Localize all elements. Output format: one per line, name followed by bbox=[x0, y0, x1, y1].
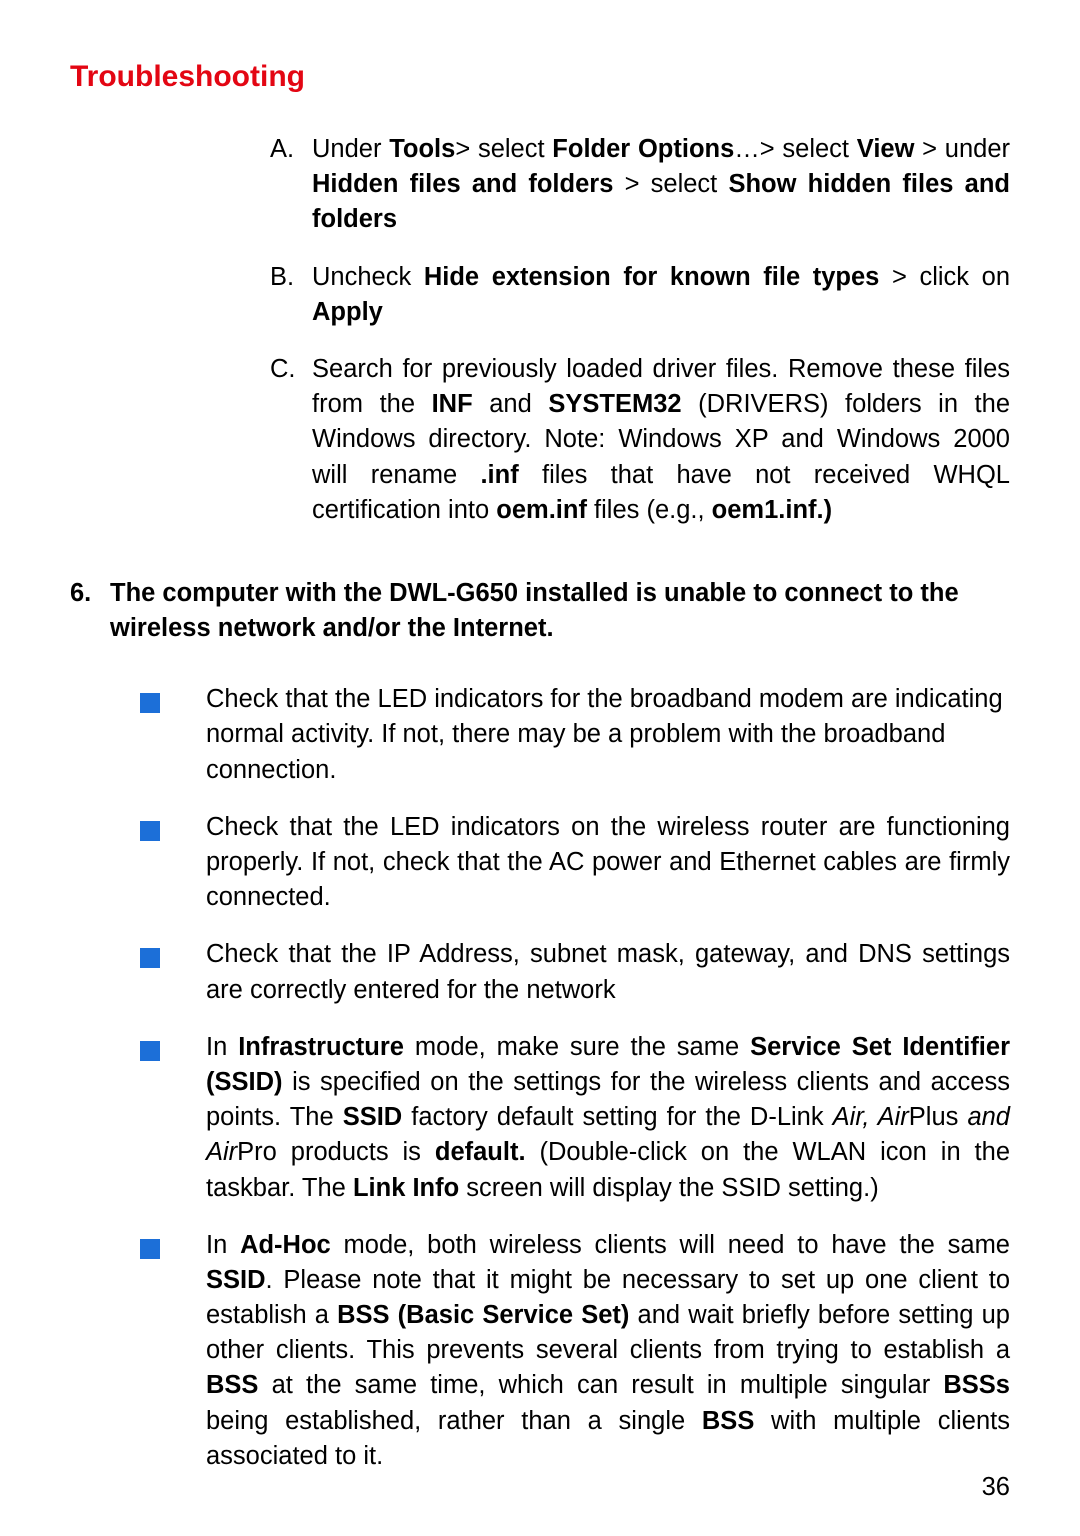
bullet-body: Check that the IP Address, subnet mask, … bbox=[206, 937, 1010, 1007]
bullet-square-icon bbox=[140, 1228, 206, 1474]
alpha-marker: B. bbox=[270, 260, 312, 330]
bullet-item: Check that the LED indicators for the br… bbox=[140, 682, 1010, 788]
bullet-item: In Infrastructure mode, make sure the sa… bbox=[140, 1030, 1010, 1206]
alpha-body: Search for previously loaded driver file… bbox=[312, 352, 1010, 528]
bullet-list: Check that the LED indicators for the br… bbox=[140, 682, 1010, 1474]
bullet-body: Check that the LED indicators for the br… bbox=[206, 682, 1010, 788]
bullet-body: In Infrastructure mode, make sure the sa… bbox=[206, 1030, 1010, 1206]
numbered-item-6: 6. The computer with the DWL-G650 instal… bbox=[70, 576, 1010, 646]
alpha-item-c: C. Search for previously loaded driver f… bbox=[270, 352, 1010, 528]
bullet-square-icon bbox=[140, 937, 206, 1007]
numbered-marker: 6. bbox=[70, 576, 110, 646]
section-title: Troubleshooting bbox=[70, 60, 1010, 94]
page-number: 36 bbox=[982, 1473, 1010, 1502]
bullet-item: In Ad-Hoc mode, both wireless clients wi… bbox=[140, 1228, 1010, 1474]
bullet-square-icon bbox=[140, 1030, 206, 1206]
bullet-square-icon bbox=[140, 682, 206, 788]
alpha-body: Uncheck Hide extension for known file ty… bbox=[312, 260, 1010, 330]
bullet-item: Check that the IP Address, subnet mask, … bbox=[140, 937, 1010, 1007]
alpha-marker: A. bbox=[270, 132, 312, 238]
alpha-body: Under Tools> select Folder Options…> sel… bbox=[312, 132, 1010, 238]
alpha-list: A. Under Tools> select Folder Options…> … bbox=[270, 132, 1010, 528]
document-page: Troubleshooting A. Under Tools> select F… bbox=[0, 0, 1080, 1536]
bullet-body: Check that the LED indicators on the wir… bbox=[206, 810, 1010, 916]
alpha-item-b: B. Uncheck Hide extension for known file… bbox=[270, 260, 1010, 330]
alpha-marker: C. bbox=[270, 352, 312, 528]
bullet-body: In Ad-Hoc mode, both wireless clients wi… bbox=[206, 1228, 1010, 1474]
bullet-square-icon bbox=[140, 810, 206, 916]
alpha-item-a: A. Under Tools> select Folder Options…> … bbox=[270, 132, 1010, 238]
bullet-item: Check that the LED indicators on the wir… bbox=[140, 810, 1010, 916]
numbered-body: The computer with the DWL-G650 installed… bbox=[110, 576, 1010, 646]
